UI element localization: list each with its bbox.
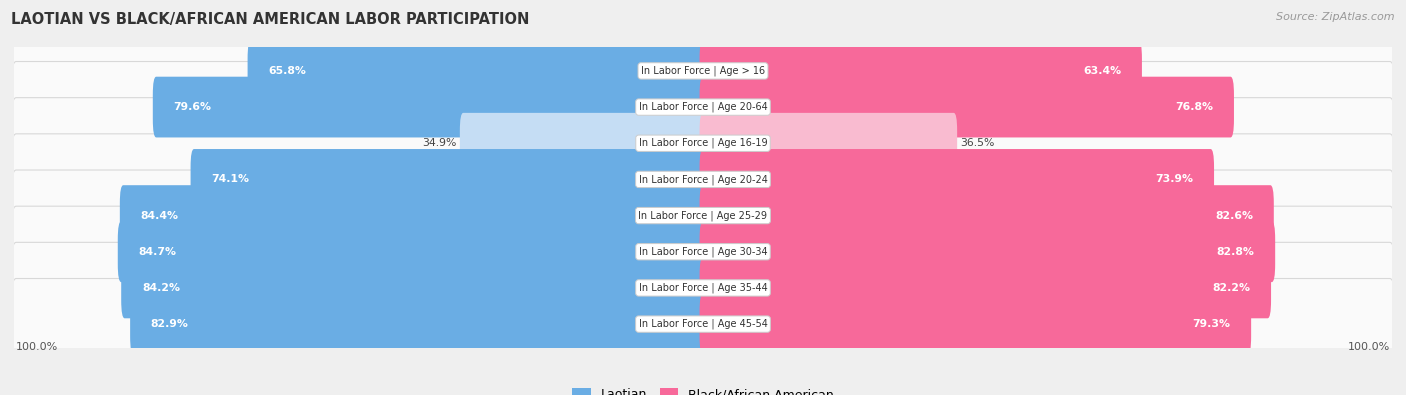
FancyBboxPatch shape — [191, 149, 706, 210]
FancyBboxPatch shape — [700, 41, 1142, 101]
FancyBboxPatch shape — [247, 41, 706, 101]
Text: 76.8%: 76.8% — [1175, 102, 1213, 112]
FancyBboxPatch shape — [120, 185, 706, 246]
Text: LAOTIAN VS BLACK/AFRICAN AMERICAN LABOR PARTICIPATION: LAOTIAN VS BLACK/AFRICAN AMERICAN LABOR … — [11, 12, 530, 27]
Text: In Labor Force | Age 35-44: In Labor Force | Age 35-44 — [638, 283, 768, 293]
Text: 82.2%: 82.2% — [1212, 283, 1250, 293]
Text: In Labor Force | Age 20-24: In Labor Force | Age 20-24 — [638, 174, 768, 185]
Text: 73.9%: 73.9% — [1156, 175, 1194, 184]
Text: In Labor Force | Age 30-34: In Labor Force | Age 30-34 — [638, 246, 768, 257]
Text: 34.9%: 34.9% — [422, 138, 457, 148]
FancyBboxPatch shape — [153, 77, 706, 137]
Text: 63.4%: 63.4% — [1083, 66, 1121, 76]
Legend: Laotian, Black/African American: Laotian, Black/African American — [565, 382, 841, 395]
Text: In Labor Force | Age 45-54: In Labor Force | Age 45-54 — [638, 319, 768, 329]
Text: Source: ZipAtlas.com: Source: ZipAtlas.com — [1277, 12, 1395, 22]
FancyBboxPatch shape — [700, 258, 1271, 318]
Text: In Labor Force | Age 25-29: In Labor Force | Age 25-29 — [638, 210, 768, 221]
FancyBboxPatch shape — [131, 294, 706, 354]
Text: 79.6%: 79.6% — [173, 102, 211, 112]
Text: 100.0%: 100.0% — [15, 342, 59, 352]
Text: 84.2%: 84.2% — [142, 283, 180, 293]
Text: 82.6%: 82.6% — [1215, 211, 1253, 220]
FancyBboxPatch shape — [700, 294, 1251, 354]
Text: 36.5%: 36.5% — [960, 138, 995, 148]
Text: 84.7%: 84.7% — [138, 247, 176, 257]
FancyBboxPatch shape — [11, 278, 1395, 370]
FancyBboxPatch shape — [700, 185, 1274, 246]
FancyBboxPatch shape — [11, 243, 1395, 333]
FancyBboxPatch shape — [700, 149, 1213, 210]
Text: In Labor Force | Age 16-19: In Labor Force | Age 16-19 — [638, 138, 768, 149]
Text: 79.3%: 79.3% — [1192, 319, 1230, 329]
Text: 100.0%: 100.0% — [1347, 342, 1391, 352]
Text: In Labor Force | Age 20-64: In Labor Force | Age 20-64 — [638, 102, 768, 112]
Text: In Labor Force | Age > 16: In Labor Force | Age > 16 — [641, 66, 765, 76]
FancyBboxPatch shape — [118, 221, 706, 282]
FancyBboxPatch shape — [700, 113, 957, 174]
FancyBboxPatch shape — [700, 221, 1275, 282]
FancyBboxPatch shape — [11, 170, 1395, 261]
FancyBboxPatch shape — [11, 98, 1395, 189]
FancyBboxPatch shape — [121, 258, 706, 318]
Text: 84.4%: 84.4% — [141, 211, 179, 220]
Text: 82.9%: 82.9% — [150, 319, 188, 329]
FancyBboxPatch shape — [11, 206, 1395, 297]
FancyBboxPatch shape — [11, 134, 1395, 225]
Text: 82.8%: 82.8% — [1216, 247, 1254, 257]
Text: 74.1%: 74.1% — [211, 175, 249, 184]
Text: 65.8%: 65.8% — [269, 66, 307, 76]
FancyBboxPatch shape — [11, 25, 1395, 117]
FancyBboxPatch shape — [11, 62, 1395, 152]
FancyBboxPatch shape — [700, 77, 1234, 137]
FancyBboxPatch shape — [460, 113, 706, 174]
